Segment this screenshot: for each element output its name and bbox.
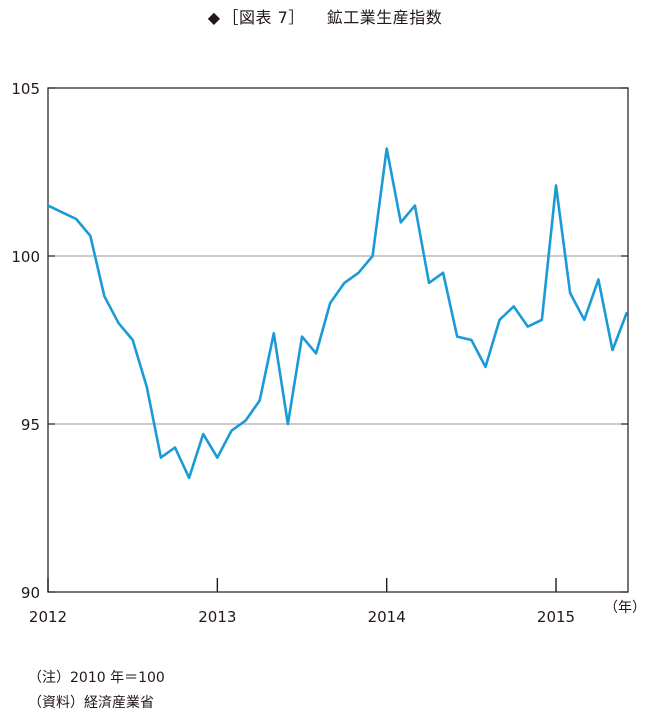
diamond-icon: ◆ <box>207 8 221 27</box>
y-axis: 90 95 100 105 <box>11 80 628 602</box>
note-line: （注）2010 年＝100 <box>28 670 165 686</box>
x-tick-label: 2015 <box>537 608 575 626</box>
x-tick-label: 2012 <box>29 608 67 626</box>
y-tick-label: 95 <box>21 416 40 434</box>
y-tick-label: 105 <box>11 80 40 98</box>
figure-label: ［図表 7］ <box>222 8 305 27</box>
title-text: 鉱工業生産指数 <box>326 8 443 27</box>
x-axis-label: （年） <box>604 600 646 616</box>
source-line: （資料）経済産業省 <box>28 695 154 711</box>
chart-title: ◆ ［図表 7］ 鉱工業生産指数 <box>0 4 650 28</box>
footnotes: （注）2010 年＝100 （資料）経済産業省 <box>28 666 165 716</box>
grid-lines <box>48 255 628 425</box>
y-tick-label: 100 <box>11 248 40 266</box>
x-axis: 2012 2013 2014 2015 <box>29 578 575 626</box>
plot-frame <box>47 87 629 593</box>
line-chart: 90 95 100 105 2012 2013 2014 2015 （年） <box>11 80 646 626</box>
series-line <box>46 147 628 480</box>
x-tick-label: 2013 <box>198 608 236 626</box>
x-tick-label: 2014 <box>368 608 406 626</box>
y-tick-label: 90 <box>21 584 40 602</box>
